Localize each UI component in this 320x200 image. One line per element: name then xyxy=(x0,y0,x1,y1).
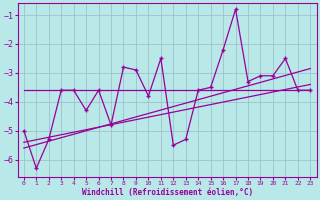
X-axis label: Windchill (Refroidissement éolien,°C): Windchill (Refroidissement éolien,°C) xyxy=(82,188,253,197)
